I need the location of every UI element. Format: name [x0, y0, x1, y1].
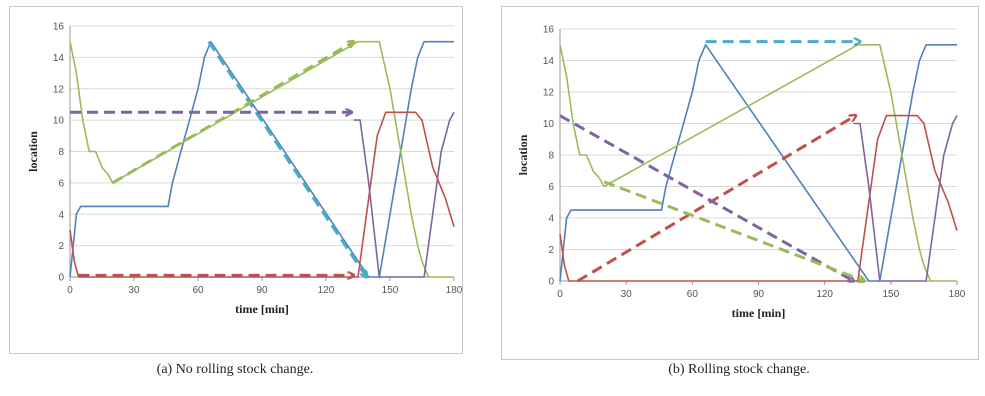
transition-arrow-2	[576, 116, 856, 283]
chart-panel-b: 0 2 4 6 8 10 12 14 16 0 30 60 90 120 150 180 time [min] l…	[501, 6, 979, 360]
series-line-1	[69, 40, 454, 278]
transition-arrow-1	[207, 40, 367, 277]
y-tick-label: 6	[58, 178, 64, 189]
x-tick-label: 180	[446, 285, 462, 296]
x-tick-label: 180	[949, 289, 966, 300]
y-tick-label: 4	[548, 214, 554, 225]
series-line-3	[559, 114, 958, 282]
x-tick-label: 30	[621, 289, 633, 300]
y-tick-label: 16	[543, 25, 555, 36]
y-tick-label: 4	[58, 210, 64, 221]
y-tick-label: 14	[543, 56, 555, 67]
caption-a: (a) No rolling stock change.	[156, 362, 314, 377]
chart-b-svg: 0 2 4 6 8 10 12 14 16 0 30 60 90 120 150 180 time [min] l…	[516, 25, 966, 321]
x-tick-label: 150	[882, 289, 899, 300]
x-tick-label: 0	[67, 285, 73, 296]
chart-panel-a: 0 2 4 6 8 10 12 14 16 0 30 60 90 120 150 180 time [min] l…	[9, 6, 463, 354]
x-tick-label: 30	[128, 285, 140, 296]
y-tick-label: 12	[53, 84, 65, 95]
x-tick-label: 0	[557, 289, 563, 300]
y-tick-label: 16	[53, 22, 65, 33]
y-tick-label: 12	[543, 88, 555, 99]
x-tick-label: 60	[192, 285, 204, 296]
x-tick-label: 150	[382, 285, 399, 296]
x-tick-label: 120	[318, 285, 335, 296]
y-tick-label: 2	[58, 241, 64, 252]
series-line-2	[559, 43, 957, 282]
y-tick-label: 6	[548, 182, 554, 193]
y-tick-label: 2	[548, 245, 554, 256]
x-tick-label: 90	[753, 289, 765, 300]
x-tick-label: 60	[687, 289, 699, 300]
y-tick-label: 14	[53, 53, 65, 64]
caption-b: (b) Rolling stock change.	[668, 362, 810, 377]
y-tick-label: 8	[58, 147, 64, 158]
y-tick-label: 10	[53, 116, 65, 127]
y-tick-label: 8	[548, 151, 554, 162]
y-axis-title: location	[516, 134, 530, 175]
transition-arrow-4	[603, 180, 864, 281]
series-line-3	[69, 111, 455, 278]
series-line-2	[69, 40, 454, 278]
x-tick-label: 90	[256, 285, 268, 296]
transition-arrow-3	[559, 114, 853, 281]
series-line-1	[559, 43, 957, 282]
x-axis-title: time [min]	[732, 306, 786, 320]
y-tick-label: 0	[58, 273, 64, 284]
chart-a-svg: 0 2 4 6 8 10 12 14 16 0 30 60 90 120 150 180 time [min] l…	[26, 22, 462, 317]
y-axis-title: location	[26, 131, 40, 172]
y-tick-label: 10	[543, 119, 555, 130]
y-tick-label: 0	[548, 277, 554, 288]
series-line-4	[853, 115, 958, 282]
x-tick-label: 120	[816, 289, 833, 300]
series-line-4	[353, 111, 455, 278]
x-axis-title: time [min]	[235, 302, 289, 316]
